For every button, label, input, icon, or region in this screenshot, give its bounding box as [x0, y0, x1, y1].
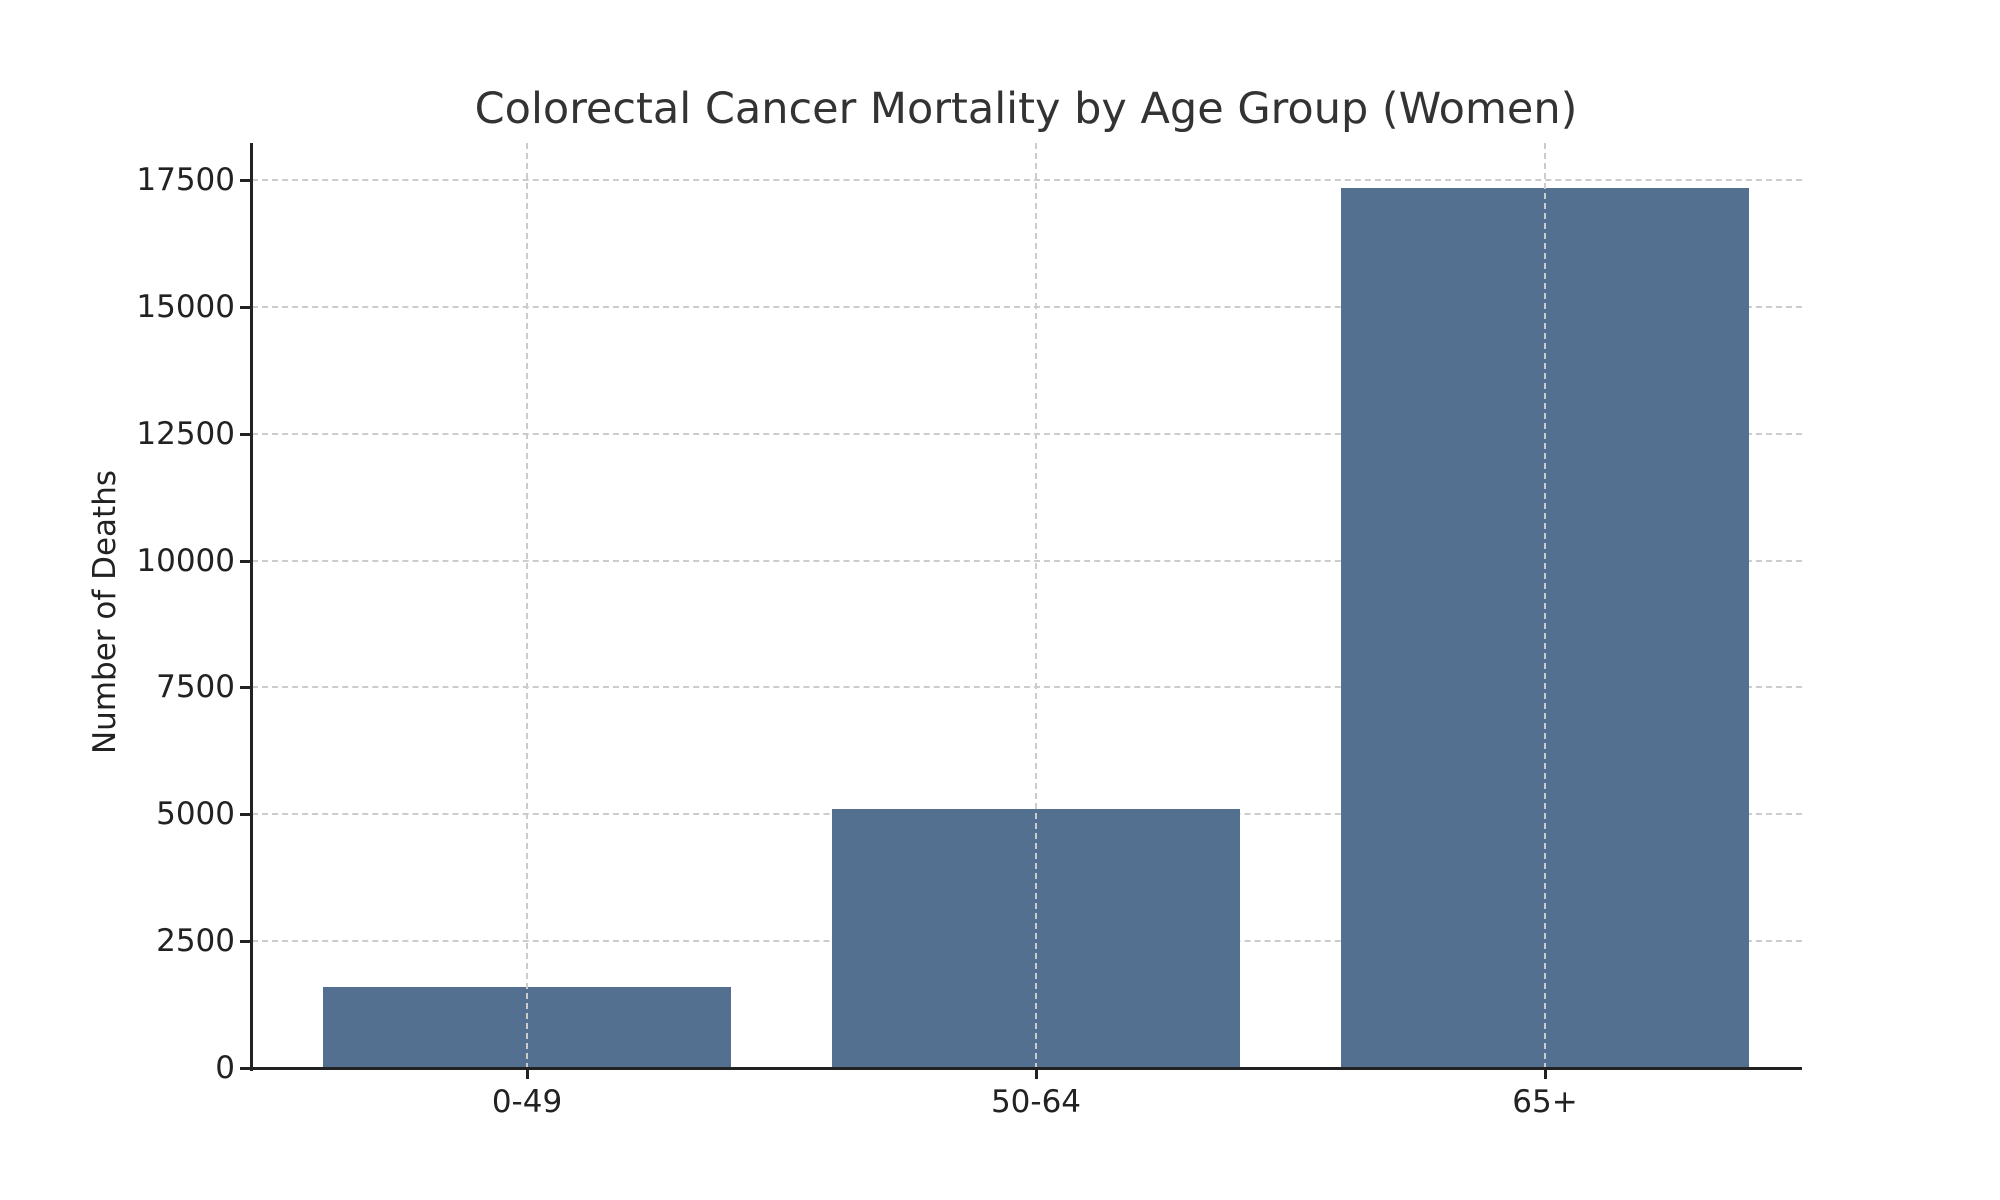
x-axis-line — [250, 1067, 1802, 1070]
y-tick-label: 12500 — [136, 415, 235, 452]
y-tick-label: 2500 — [156, 923, 235, 960]
x-tick-label: 0-49 — [491, 1084, 563, 1120]
h-gridline — [252, 559, 1802, 562]
y-tick-label: 0 — [215, 1050, 235, 1086]
x-tick-label: 65+ — [1512, 1084, 1578, 1120]
y-tick-mark — [240, 559, 252, 563]
v-gridline — [1035, 143, 1037, 1069]
h-gridline — [252, 686, 1802, 689]
h-gridline — [252, 432, 1802, 435]
x-tick-label: 50-64 — [990, 1084, 1082, 1120]
y-axis-line — [250, 143, 253, 1071]
y-tick-label: 17500 — [136, 162, 235, 198]
v-gridline — [526, 143, 528, 1069]
y-tick-label: 15000 — [136, 288, 235, 325]
y-tick-mark — [240, 813, 252, 817]
y-tick-mark — [240, 179, 252, 182]
y-tick-mark — [240, 305, 252, 309]
chart-title: Colorectal Cancer Mortality by Age Group… — [474, 84, 1578, 134]
h-gridline — [252, 305, 1802, 308]
x-tick-mark — [1544, 1067, 1547, 1079]
y-axis-label: Number of Deaths — [87, 469, 123, 755]
y-tick-mark — [240, 1067, 252, 1070]
v-gridline — [1544, 143, 1546, 1069]
y-tick-mark — [240, 940, 252, 944]
x-tick-mark — [1035, 1067, 1038, 1079]
y-tick-mark — [240, 432, 252, 436]
y-tick-label: 10000 — [136, 542, 235, 579]
h-gridline — [252, 179, 1802, 181]
y-tick-mark — [240, 686, 252, 690]
plot-area — [252, 143, 1802, 1069]
y-tick-label: 5000 — [156, 796, 235, 833]
x-tick-mark — [526, 1067, 529, 1079]
y-tick-label: 7500 — [156, 669, 235, 706]
